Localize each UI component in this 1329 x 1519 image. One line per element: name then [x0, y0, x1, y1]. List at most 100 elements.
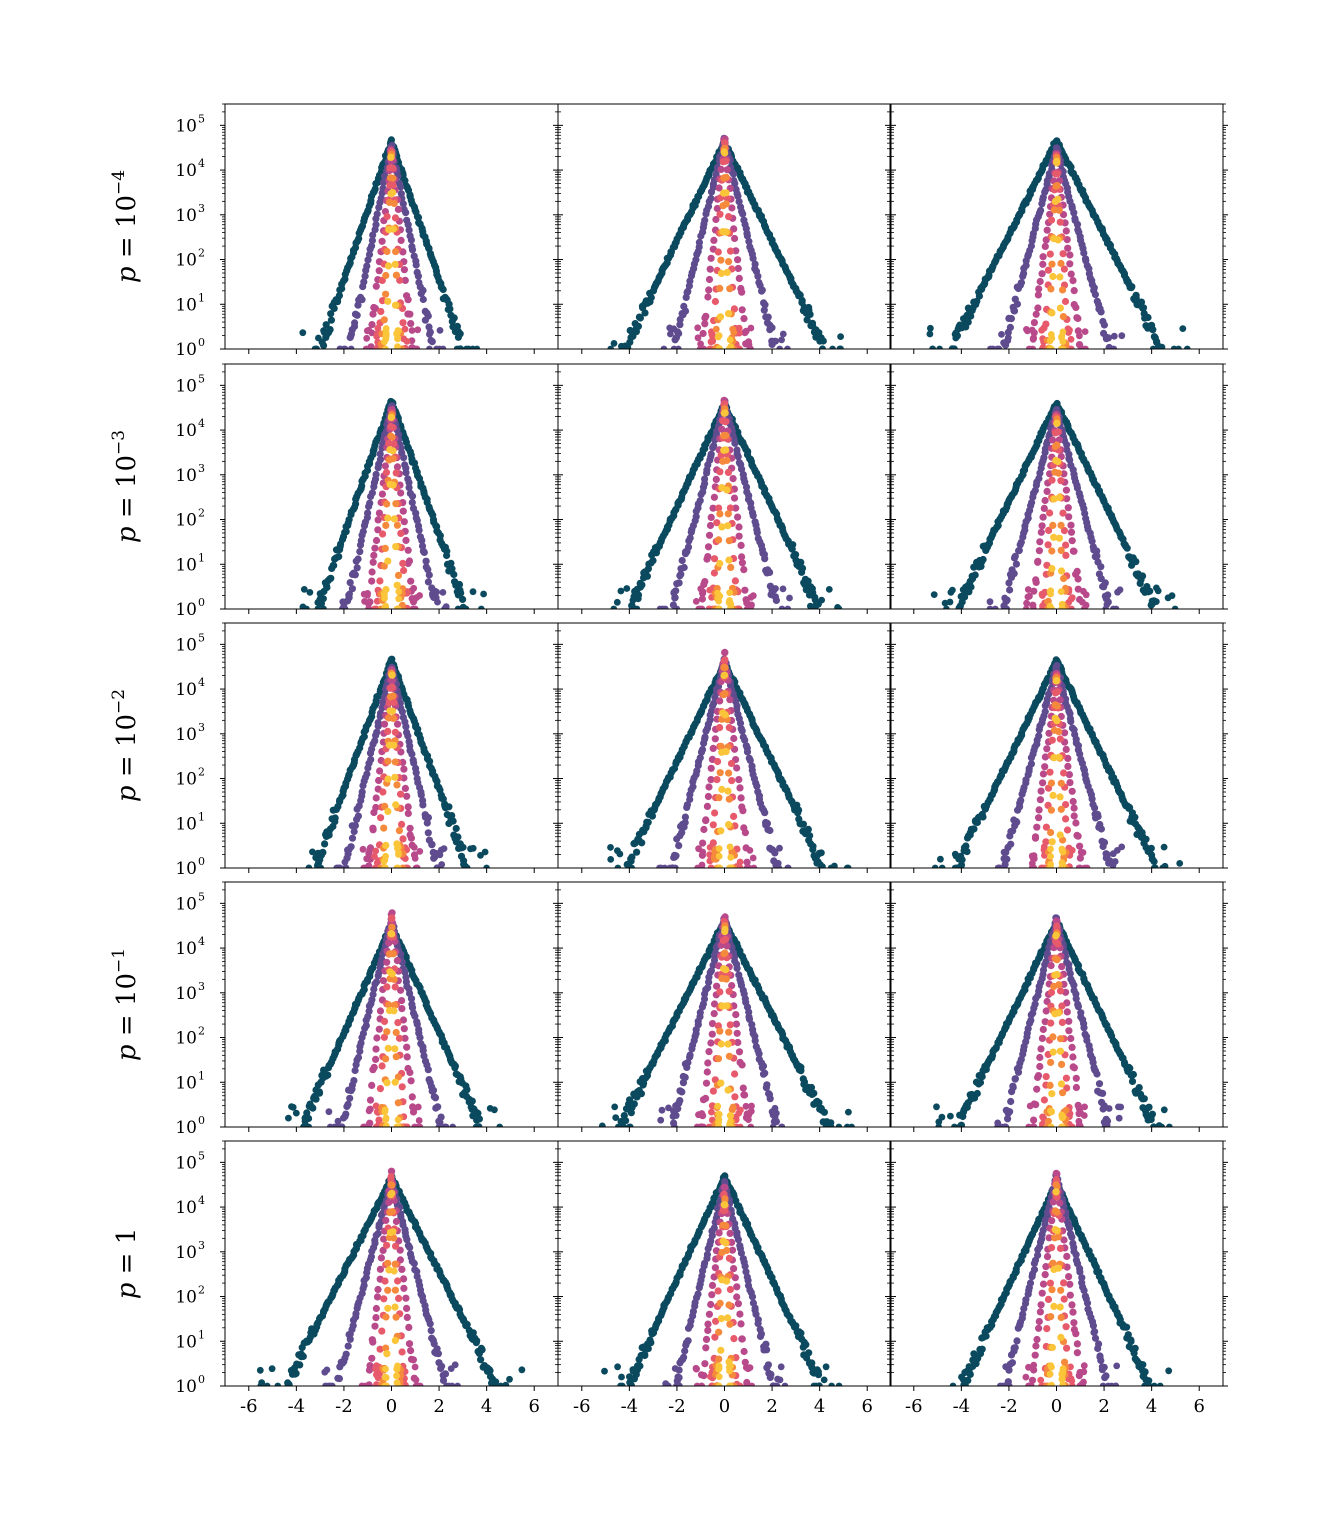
y-tick-exponent: 0 — [198, 596, 205, 609]
data-point — [725, 258, 733, 266]
data-point — [1034, 304, 1042, 312]
data-point — [722, 228, 730, 236]
data-point — [648, 551, 656, 559]
data-point — [400, 566, 408, 575]
data-point — [426, 345, 433, 349]
data-point — [1035, 806, 1043, 814]
data-point — [723, 268, 731, 276]
data-point — [1123, 544, 1131, 552]
data-point — [706, 265, 714, 273]
data-point — [358, 1034, 366, 1042]
data-point — [751, 1037, 759, 1045]
data-point — [734, 453, 742, 461]
y-tick-label: 10 — [175, 1073, 197, 1093]
data-point — [365, 1107, 373, 1115]
data-point — [726, 843, 734, 851]
data-point — [947, 588, 955, 596]
data-point — [717, 1079, 725, 1087]
data-point — [642, 1067, 651, 1075]
data-point — [327, 310, 335, 318]
data-point — [716, 510, 724, 518]
data-point — [1030, 605, 1037, 609]
data-point — [1012, 560, 1021, 568]
data-point — [365, 605, 373, 609]
data-point — [1039, 592, 1046, 599]
data-point — [363, 334, 371, 342]
data-point — [379, 178, 387, 186]
data-point — [1035, 814, 1043, 822]
data-point — [698, 595, 707, 603]
data-point — [412, 769, 420, 777]
data-point — [710, 1000, 719, 1008]
data-point — [351, 310, 360, 318]
data-point — [1070, 547, 1078, 555]
data-point — [434, 1103, 442, 1111]
data-point — [314, 605, 322, 609]
series-2 — [693, 913, 755, 1127]
data-point — [713, 982, 721, 990]
data-point — [730, 170, 738, 178]
data-point — [1059, 848, 1067, 856]
data-point — [1118, 843, 1126, 851]
data-point — [738, 727, 746, 735]
data-point — [670, 325, 678, 333]
data-point — [389, 181, 397, 189]
series-1 — [987, 144, 1126, 349]
data-point — [778, 605, 786, 609]
panel-points — [931, 656, 1184, 868]
data-point — [1091, 291, 1099, 299]
data-point — [1067, 335, 1075, 343]
data-point — [393, 581, 401, 589]
data-point — [818, 849, 825, 857]
data-point — [382, 1116, 390, 1123]
data-point — [1068, 537, 1076, 545]
data-point — [681, 1060, 690, 1068]
series-5 — [380, 413, 403, 609]
data-point — [371, 226, 379, 234]
data-point — [1023, 326, 1030, 333]
data-point — [1054, 428, 1062, 436]
y-tick-exponent: 4 — [198, 417, 205, 430]
data-point — [952, 334, 960, 342]
data-point — [376, 1085, 384, 1093]
data-point — [310, 1094, 318, 1102]
data-point — [401, 325, 409, 333]
y-tick-label: 10 — [175, 894, 197, 914]
data-point — [704, 792, 713, 801]
data-point — [734, 264, 742, 273]
data-point — [703, 802, 712, 811]
data-point — [404, 546, 412, 554]
data-point — [436, 327, 444, 334]
data-point — [630, 840, 638, 848]
data-point — [743, 858, 751, 866]
data-point — [1027, 754, 1035, 762]
data-point — [346, 1094, 354, 1102]
data-point — [389, 423, 397, 431]
data-point — [1037, 528, 1045, 536]
data-point — [393, 957, 401, 965]
data-point — [1054, 236, 1062, 244]
data-point — [406, 310, 414, 318]
data-point — [389, 174, 397, 182]
data-point — [725, 821, 733, 829]
data-point — [716, 559, 724, 568]
data-point — [726, 504, 735, 512]
data-point — [742, 1102, 750, 1110]
data-point — [1047, 828, 1055, 837]
data-point — [718, 785, 726, 794]
data-point — [1060, 470, 1068, 478]
data-point — [468, 1106, 476, 1113]
data-point — [729, 475, 737, 483]
data-point — [1010, 554, 1019, 562]
data-point — [403, 1053, 411, 1061]
data-point — [422, 557, 430, 565]
data-point — [426, 331, 433, 338]
data-point — [941, 599, 949, 607]
data-point — [713, 204, 721, 213]
panel-r3-c2 — [885, 881, 1228, 1132]
data-point — [336, 345, 344, 349]
data-point — [927, 324, 934, 332]
data-point — [1069, 277, 1077, 285]
